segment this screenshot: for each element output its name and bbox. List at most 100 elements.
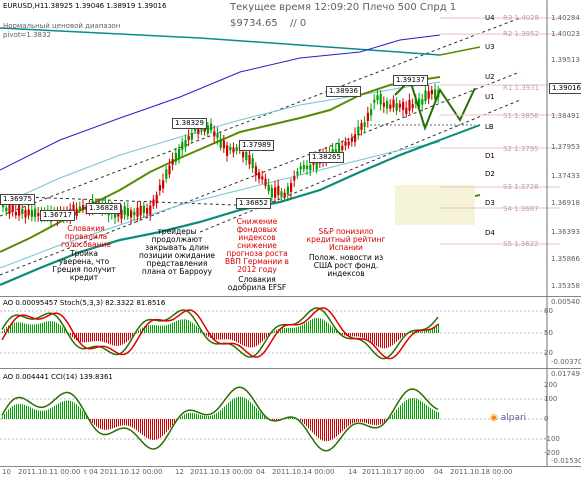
cci-histogram-bar: [436, 412, 437, 419]
cci-histogram-bar: [418, 400, 419, 419]
stoch-histogram-bar: [264, 333, 265, 339]
stoch-histogram-bar: [24, 323, 25, 333]
stoch-histogram-bar: [118, 333, 119, 346]
candle-body: [421, 99, 423, 104]
candle-body: [296, 172, 298, 175]
candle-body: [341, 146, 343, 150]
cci-histogram-bar: [152, 419, 153, 440]
cci-histogram-bar: [342, 419, 343, 431]
candle-body: [344, 142, 346, 146]
cci-histogram-bar: [390, 417, 391, 419]
cci-histogram-bar: [84, 413, 85, 419]
cci-histogram-bar: [366, 419, 367, 423]
stoch-histogram-bar: [52, 321, 53, 333]
stoch-histogram-bar: [412, 332, 413, 333]
price-tick: 1.40284: [551, 14, 580, 22]
cci-histogram-bar: [108, 419, 109, 430]
cci-histogram-bar: [120, 419, 121, 426]
stoch-histogram-bar: [90, 333, 91, 342]
candle-body: [229, 147, 231, 150]
cci-histogram-bar: [118, 419, 119, 426]
main-chart[interactable]: EURUSD,H1 1.38925 1.39046 1.38919 1.3901…: [0, 0, 581, 296]
candle-body: [124, 206, 126, 215]
price-tick: 1.36393: [551, 228, 580, 236]
candle-body: [127, 208, 129, 216]
cci-histogram-bar: [368, 419, 369, 424]
stoch-histogram-bar: [310, 320, 311, 333]
stoch-histogram-bar: [372, 333, 373, 343]
stoch-histogram-bar: [56, 323, 57, 333]
cci-histogram-bar: [232, 400, 233, 419]
cci-histogram-bar: [134, 419, 135, 429]
cci-histogram-bar: [320, 419, 321, 439]
cci-panel[interactable]: AO 0.004441 CCI(14) 139.8361 0.01749 200…: [0, 368, 581, 467]
stoch-histogram-bar: [244, 333, 245, 346]
candle-body: [31, 210, 33, 217]
cci-histogram-bar: [128, 419, 129, 426]
price-label: 1.36975: [0, 194, 35, 205]
stoch-histogram-bar: [240, 333, 241, 344]
stoch-histogram-bar: [274, 331, 275, 333]
cci-histogram-bar: [166, 419, 167, 432]
cci-histogram-bar: [46, 410, 47, 419]
time-tick: 2011.10.14 00:00: [272, 468, 334, 476]
stochastic-panel[interactable]: AO 0.00095457 Stoch(5,3,3) 82.3322 81.85…: [0, 296, 581, 369]
stoch-histogram-bar: [388, 333, 389, 347]
time-tick: 2011.10.17 00:00: [362, 468, 424, 476]
candle-body: [76, 209, 78, 216]
cci-histogram-bar: [202, 415, 203, 419]
candle-body: [242, 152, 244, 157]
cci-histogram-bar: [356, 419, 357, 422]
time-axis: 10 2011.10.11 00:00 t 04 2011.10.12 00:0…: [0, 466, 581, 481]
stoch-histogram-bar: [164, 326, 165, 333]
stoch-histogram-bar: [358, 333, 359, 337]
cci-histogram-bar: [376, 419, 377, 425]
stoch-histogram-bar: [224, 333, 225, 339]
cci-histogram-bar: [242, 397, 243, 419]
cci-histogram-bar: [164, 419, 165, 434]
price-label: 1.36852: [236, 198, 271, 209]
cci-histogram-bar: [36, 410, 37, 419]
stoch-histogram-bar: [46, 322, 47, 333]
cci-histogram-bar: [4, 414, 5, 419]
brand-name: alpari: [501, 413, 526, 423]
cci-histogram-bar: [30, 407, 31, 419]
price-tick: 1.37953: [551, 143, 580, 151]
stoch-histogram-bar: [170, 324, 171, 333]
cci-histogram-bar: [346, 419, 347, 427]
time-tick: 2011.10.11 00:00: [18, 468, 80, 476]
price-tick: 1.39513: [551, 56, 580, 64]
level-d1: D1: [485, 152, 495, 160]
stoch-histogram-bar: [396, 333, 397, 342]
cci-histogram-bar: [136, 419, 137, 430]
stoch-histogram-bar: [148, 325, 149, 333]
cci-histogram-bar: [116, 419, 117, 427]
stoch-histogram-bar: [220, 333, 221, 339]
cci-histogram-bar: [102, 419, 103, 430]
candle-body: [396, 103, 398, 110]
annotation-news: S&P понизило кредитный рейтинг Испании: [306, 228, 386, 252]
candle-body: [392, 100, 394, 108]
stoch-histogram-bar: [180, 320, 181, 333]
cci-tick: 200: [544, 381, 557, 389]
candle-body: [28, 210, 30, 216]
time-tick: 14: [348, 468, 357, 476]
level-d4: D4: [485, 229, 495, 237]
stoch-histogram-bar: [102, 333, 103, 342]
stoch-histogram-bar: [126, 333, 127, 342]
cci-histogram-bar: [92, 419, 93, 423]
stoch-histogram-bar: [286, 328, 287, 333]
level-u2: U2: [485, 73, 495, 81]
candle-body: [264, 179, 266, 186]
cci-histogram-bar: [324, 419, 325, 441]
cci-histogram-bar: [404, 401, 405, 419]
candle-body: [303, 165, 305, 169]
candle-body: [165, 169, 167, 178]
cci-histogram-bar: [330, 419, 331, 440]
stoch-histogram-bar: [376, 333, 377, 346]
stoch-histogram-bar: [26, 324, 27, 333]
level-r3: R3 1.4028: [503, 14, 539, 22]
candle-body: [306, 166, 308, 169]
cci-histogram-bar: [14, 405, 15, 419]
cci-histogram-bar: [194, 413, 195, 419]
